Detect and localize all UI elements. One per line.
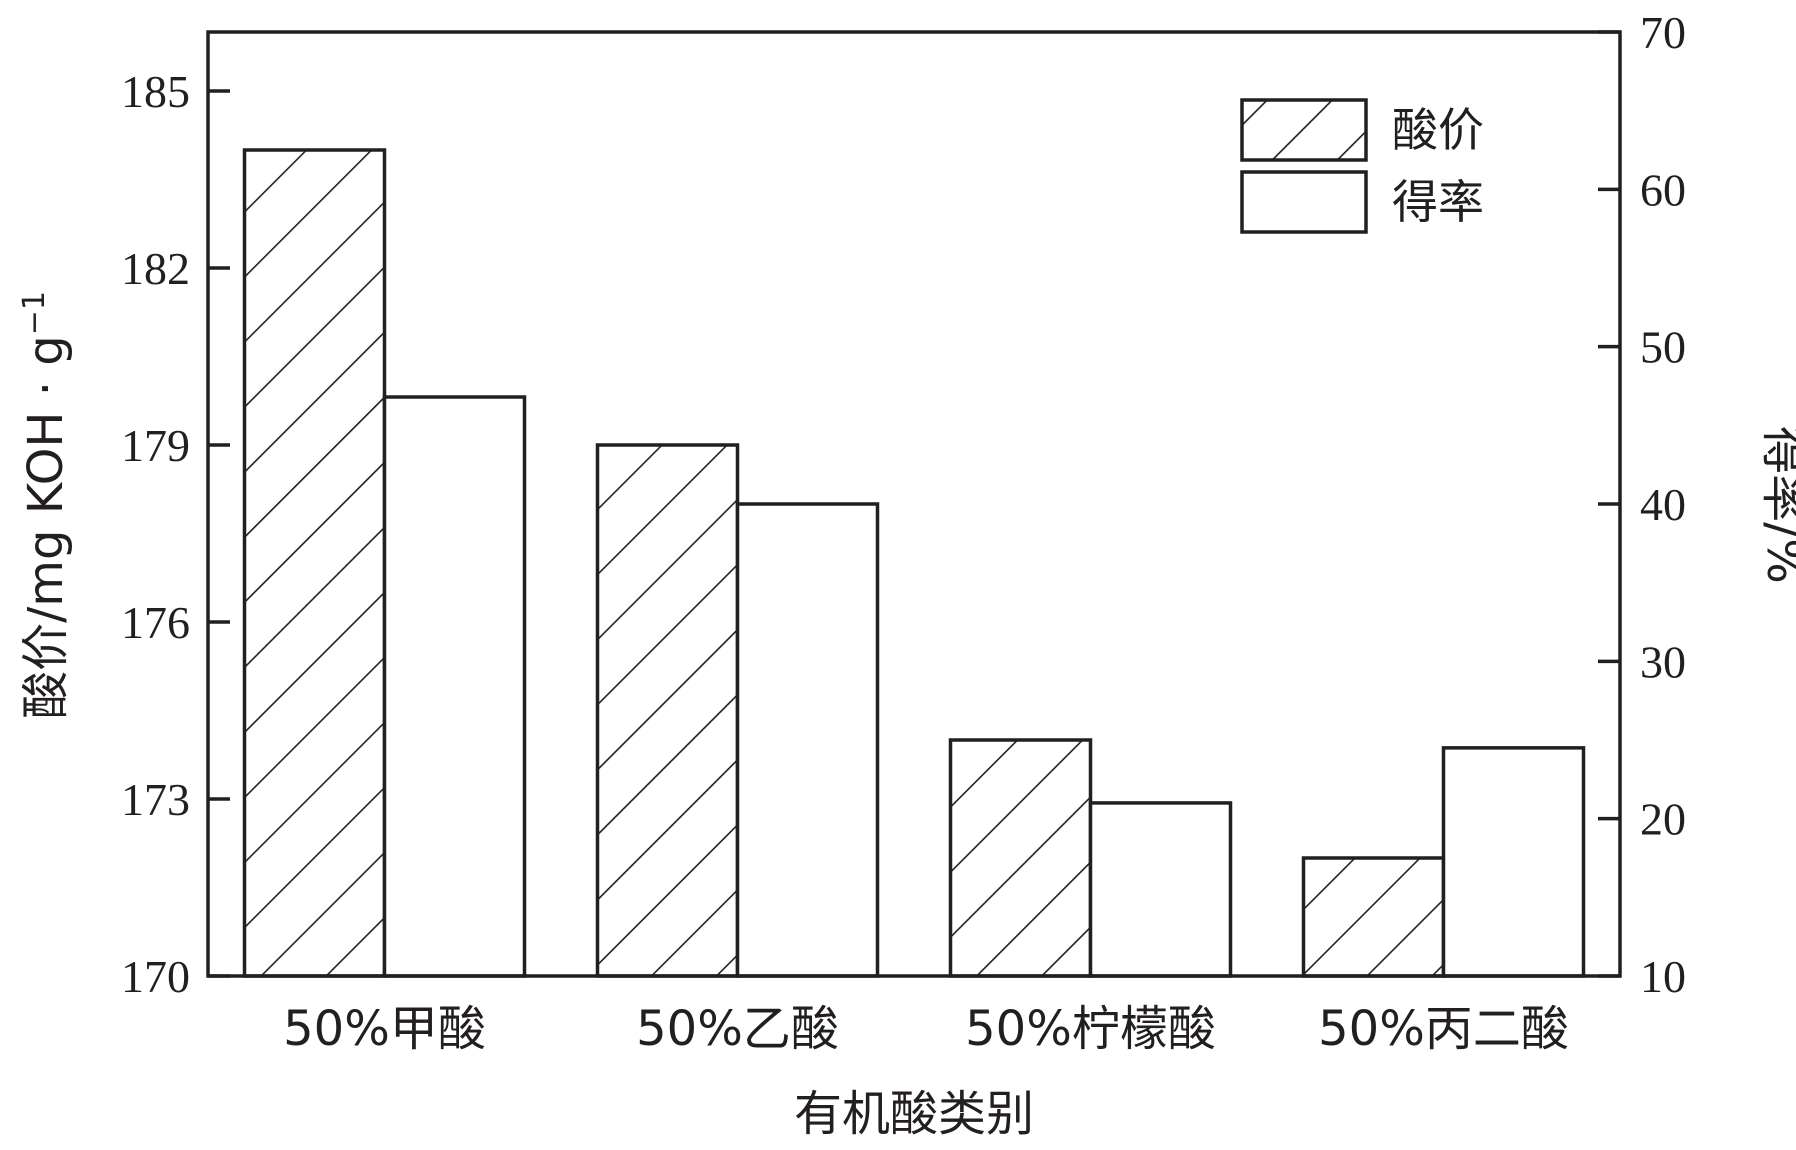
left-y-axis-title-superscript: −1: [17, 291, 52, 335]
legend-swatch-yield: [1240, 170, 1368, 234]
bar-acid-value-3: [948, 738, 1093, 978]
bar-yield-2: [735, 502, 880, 978]
right-y-tick-label: 10: [1640, 951, 1686, 1002]
right-y-tick-label: 30: [1640, 636, 1686, 687]
left-y-tick-label: 179: [121, 420, 190, 471]
bar-yield-3: [1088, 801, 1233, 978]
right-y-tick-label: 40: [1640, 479, 1686, 530]
x-category-label: 50%甲酸: [283, 1001, 486, 1057]
x-category-label: 50%乙酸: [636, 1001, 839, 1057]
bars: [242, 148, 1586, 978]
bar-yield-1: [382, 395, 527, 978]
bar-acid-value-1: [242, 148, 387, 978]
x-category-label: 50%柠檬酸: [965, 1001, 1216, 1057]
x-axis: 50%甲酸 50%乙酸 50%柠檬酸 50%丙二酸: [283, 1001, 1569, 1057]
left-y-axis: 170 173 176 179 182 185: [121, 66, 230, 1002]
left-y-axis-title: 酸价/mg KOH · g−1: [17, 291, 74, 719]
left-y-axis-title-main: 酸价/mg KOH · g: [18, 335, 74, 719]
left-y-tick-label: 173: [121, 774, 190, 825]
svg-text:酸价/mg KOH · g−1: 酸价/mg KOH · g−1: [17, 291, 74, 719]
right-y-tick-label: 20: [1640, 794, 1686, 845]
bar-acid-value-4: [1301, 856, 1446, 978]
right-y-axis: 10 20 30 40 50 60 70: [1598, 7, 1686, 1002]
left-y-tick-label: 185: [121, 66, 190, 117]
left-y-tick-label: 176: [121, 597, 190, 648]
legend-label-acid-value: 酸价: [1392, 103, 1484, 157]
x-axis-title: 有机酸类别: [794, 1086, 1034, 1142]
right-y-tick-label: 70: [1640, 7, 1686, 58]
legend-swatch-acid-value: [1240, 98, 1368, 162]
legend-label-yield: 得率: [1392, 175, 1484, 229]
right-y-tick-label: 50: [1640, 322, 1686, 373]
right-y-tick-label: 60: [1640, 164, 1686, 215]
left-y-tick-label: 170: [121, 951, 190, 1002]
left-y-tick-label: 182: [121, 243, 190, 294]
bar-acid-value-2: [595, 443, 740, 978]
bar-yield-4: [1441, 746, 1586, 978]
right-y-axis-title: 得率/%: [1756, 426, 1796, 584]
x-category-label: 50%丙二酸: [1318, 1001, 1569, 1057]
